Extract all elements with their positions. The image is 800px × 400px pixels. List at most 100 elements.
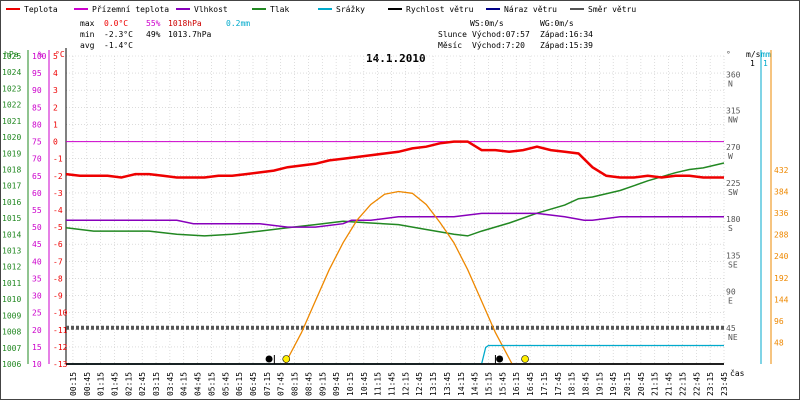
tick-x-24: 12:15 xyxy=(401,372,410,396)
series-pressure xyxy=(65,162,725,237)
tick-dir-7: NE xyxy=(728,333,738,342)
tick-temp-16: -11 xyxy=(53,326,68,335)
tick-hpa-3: 1022 xyxy=(2,101,21,110)
tick-x-18: 09:15 xyxy=(318,372,327,396)
tick-pct-15: 25 xyxy=(32,309,42,318)
tick-pct-11: 45 xyxy=(32,240,42,249)
series-solar xyxy=(284,190,513,365)
tick-x-36: 18:15 xyxy=(568,372,577,396)
tick-hpa-6: 1019 xyxy=(2,149,21,158)
moonrise-marker xyxy=(265,355,273,363)
tick-deg-6: 90 xyxy=(726,288,736,297)
tick-x-32: 16:15 xyxy=(512,372,521,396)
stat-max-label: max xyxy=(80,19,95,28)
tick-x-44: 22:15 xyxy=(678,372,687,396)
tick-x-35: 17:45 xyxy=(554,372,563,396)
tick-pct-17: 15 xyxy=(32,343,42,352)
tick-temp-15: -10 xyxy=(53,309,68,318)
tick-temp-14: -9 xyxy=(53,292,63,301)
tick-hpa-2: 1023 xyxy=(2,84,21,93)
tick-x-26: 13:15 xyxy=(429,372,438,396)
tick-temp-10: -5 xyxy=(53,223,63,232)
tick-wm2-4: 240 xyxy=(774,252,789,261)
tick-pct-9: 55 xyxy=(32,206,42,215)
tick-hpa-10: 1015 xyxy=(2,214,21,223)
tick-hpa-14: 1011 xyxy=(2,279,21,288)
tick-dir-0: N xyxy=(728,79,733,88)
tick-pct-6: 70 xyxy=(32,155,42,164)
tick-wm2-8: 48 xyxy=(774,338,784,347)
tick-temp-5: 0 xyxy=(53,138,58,147)
legend-label-1: Přízemní teplota xyxy=(92,5,169,14)
tick-x-6: 03:15 xyxy=(152,372,161,396)
tick-temp-13: -8 xyxy=(53,274,63,283)
tick-x-9: 04:45 xyxy=(194,372,203,396)
tick-pct-4: 80 xyxy=(32,120,42,129)
wind-ws: WS:0m/s xyxy=(470,19,504,28)
chart-title: 14.1.2010 xyxy=(366,52,426,65)
tick-deg-3: 225 xyxy=(726,179,741,188)
sunset-marker xyxy=(521,355,529,363)
stat-avg-temp: -1.4°C xyxy=(104,41,133,50)
tick-x-45: 22:45 xyxy=(692,372,701,396)
tick-temp-4: 1 xyxy=(53,120,58,129)
tick-x-38: 19:15 xyxy=(595,372,604,396)
tick-x-25: 12:45 xyxy=(415,372,424,396)
tick-x-27: 13:45 xyxy=(443,372,452,396)
tick-dir-4: S xyxy=(728,224,733,233)
tick-x-30: 15:15 xyxy=(485,372,494,396)
tick-wm2-1: 384 xyxy=(774,188,789,197)
tick-hpa-1: 1024 xyxy=(2,68,21,77)
tick-pct-1: 95 xyxy=(32,69,42,78)
tick-temp-12: -7 xyxy=(53,257,63,266)
tick-pct-8: 60 xyxy=(32,189,42,198)
moon-rise: Východ:7:20 xyxy=(472,41,525,50)
tick-dir-2: W xyxy=(728,152,733,161)
stat-min-press: 1013.7hPa xyxy=(168,30,212,39)
tick-temp-3: 2 xyxy=(53,103,58,112)
tick-hpa-13: 1012 xyxy=(2,263,21,272)
tick-hpa-16: 1009 xyxy=(2,311,21,320)
stat-max-hum: 55% xyxy=(146,19,161,28)
tick-x-23: 11:45 xyxy=(388,372,397,396)
tick-pct-16: 20 xyxy=(32,326,42,335)
tick-hpa-11: 1014 xyxy=(2,230,21,239)
tick-x-14: 07:15 xyxy=(263,372,272,396)
tick-x-12: 06:15 xyxy=(235,372,244,396)
tick-hpa-7: 1018 xyxy=(2,165,21,174)
tick-hpa-4: 1021 xyxy=(2,117,21,126)
sun-set: Západ:16:34 xyxy=(540,30,593,39)
tick-hpa-5: 1020 xyxy=(2,133,21,142)
series-rain xyxy=(66,344,724,365)
tick-x-13: 06:45 xyxy=(249,372,258,396)
tick-mm-0: 1 xyxy=(763,59,768,68)
tick-ms-0: 1 xyxy=(750,59,755,68)
tick-dir-3: SW xyxy=(728,188,738,197)
axis-ms-label: m/s xyxy=(746,50,761,59)
tick-deg-0: 360 xyxy=(726,70,741,79)
axis-time-label: čas xyxy=(730,368,745,378)
tick-hpa-9: 1016 xyxy=(2,198,21,207)
legend-label-6: Náraz větru xyxy=(504,5,557,14)
axis-pct-label: % xyxy=(38,50,43,59)
tick-temp-17: -12 xyxy=(53,343,68,352)
tick-pct-13: 35 xyxy=(32,274,42,283)
legend-label-3: Tlak xyxy=(270,5,289,14)
tick-wm2-2: 336 xyxy=(774,209,789,218)
tick-x-31: 15:45 xyxy=(498,372,507,396)
tick-pct-2: 90 xyxy=(32,86,42,95)
tick-temp-1: 4 xyxy=(53,69,58,78)
sun-rise: Východ:07:57 xyxy=(472,30,530,39)
tick-pct-0: 100 xyxy=(32,52,47,61)
tick-wm2-5: 192 xyxy=(774,274,789,283)
tick-x-10: 05:15 xyxy=(207,372,216,396)
tick-hpa-19: 1006 xyxy=(2,360,21,369)
stat-max-rain: 0.2mm xyxy=(226,19,250,28)
sun-label: Slunce xyxy=(438,30,467,39)
tick-hpa-12: 1013 xyxy=(2,247,21,256)
tick-x-41: 20:45 xyxy=(637,372,646,396)
tick-x-0: 00:15 xyxy=(69,372,78,396)
legend-label-5: Rychlost větru xyxy=(406,5,474,14)
tick-temp-9: -4 xyxy=(53,206,63,215)
